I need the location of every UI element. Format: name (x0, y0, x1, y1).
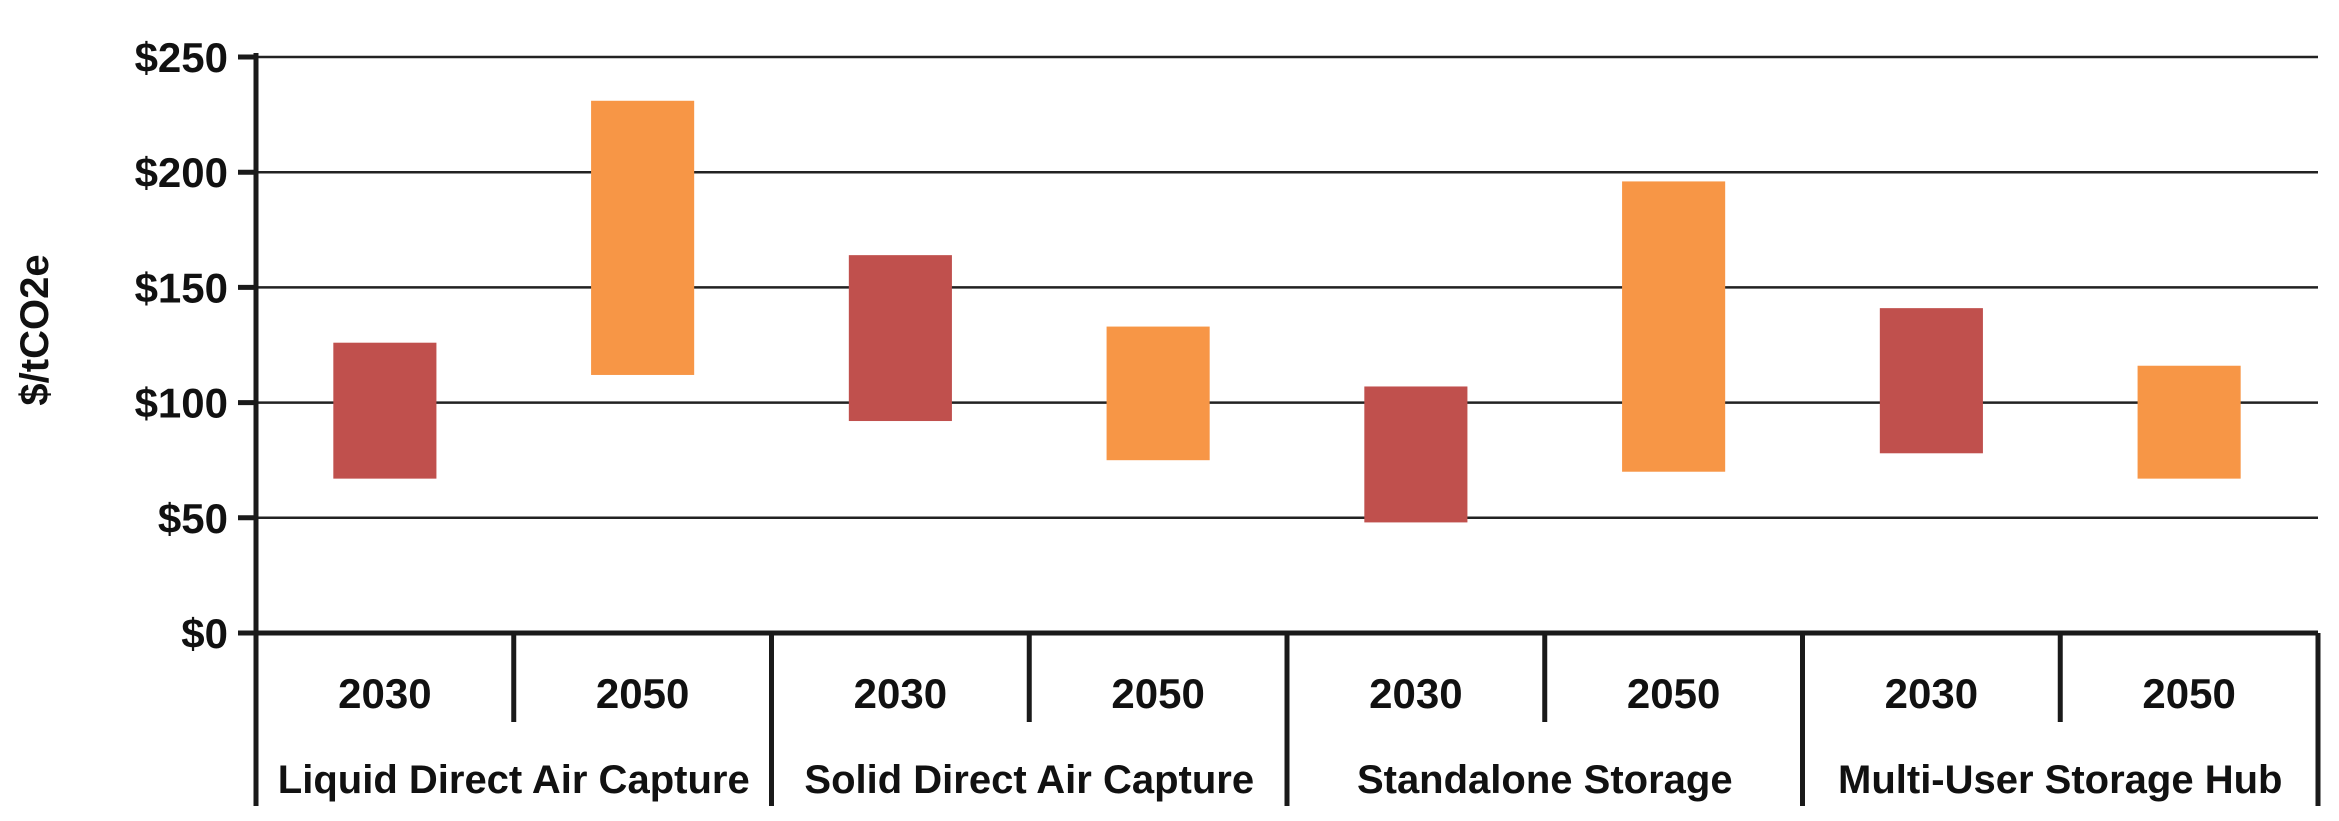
x-year-label: 2030 (338, 670, 431, 717)
range-bar-2050 (2137, 365, 2241, 479)
gridlines (256, 55, 2318, 520)
y-axis-title: $/tCO2e (13, 254, 57, 405)
range-bar-2030 (333, 342, 437, 479)
range-bar-2030 (1364, 386, 1468, 523)
x-year-label: 2050 (1627, 670, 1720, 717)
y-tick-label: $50 (158, 495, 228, 542)
range-bar-2050 (1622, 181, 1726, 472)
x-group-label: Solid Direct Air Capture (804, 758, 1254, 802)
range-bars (333, 100, 2241, 523)
y-tick-label: $150 (135, 264, 228, 311)
x-year-label: 2030 (1369, 670, 1462, 717)
y-tick-label: $250 (135, 34, 228, 81)
axes (238, 53, 2321, 806)
x-year-label: 2050 (2142, 670, 2235, 717)
x-year-label: 2030 (854, 670, 947, 717)
range-bar-2050 (591, 100, 695, 375)
range-bar-2030 (848, 255, 952, 422)
x-group-label: Standalone Storage (1357, 758, 1733, 802)
x-year-label: 2050 (1111, 670, 1204, 717)
y-tick-label: $100 (135, 380, 228, 427)
x-group-label: Liquid Direct Air Capture (278, 758, 750, 802)
y-tick-label: $200 (135, 149, 228, 196)
x-group-label: Multi-User Storage Hub (1838, 758, 2282, 802)
x-year-label: 2050 (596, 670, 689, 717)
axis-labels: $0 $50 $100 $150 $200 $250 2030 2050 Liquid Dire… (135, 34, 2283, 802)
range-bar-2030 (1879, 308, 1983, 454)
x-year-label: 2030 (1885, 670, 1978, 717)
range-bar-2050 (1106, 326, 1210, 461)
y-tick-label: $0 (181, 610, 228, 657)
